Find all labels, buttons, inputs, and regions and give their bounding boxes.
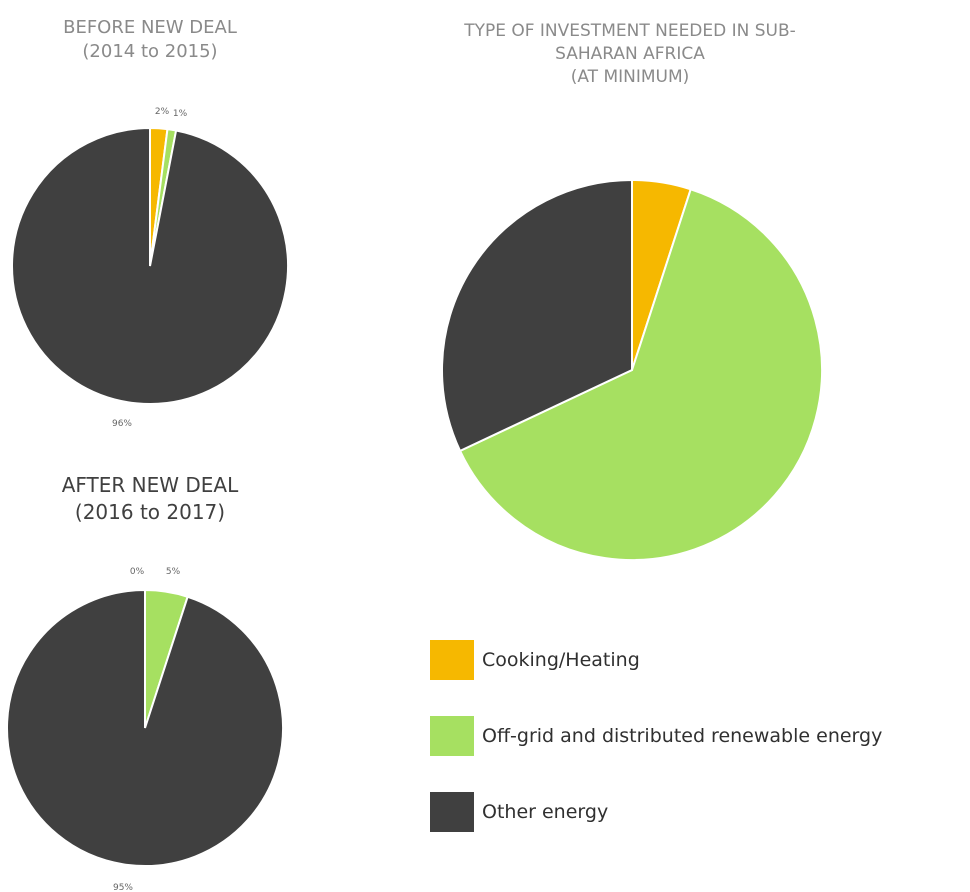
legend-label: Other energy: [482, 801, 609, 823]
legend-item-other: Other energy: [430, 792, 882, 832]
title-line: (2016 to 2017): [74, 500, 226, 524]
title-line: SAHARAN AFRICA: [555, 43, 705, 64]
pie-data-label: 2%: [155, 107, 170, 117]
legend-label: Off-grid and distributed renewable energ…: [482, 725, 883, 747]
legend-swatch-other: [430, 792, 474, 832]
legend-swatch-cooking: [430, 640, 474, 680]
legend: Cooking/Heating Off-grid and distributed…: [430, 640, 882, 868]
title-line: TYPE OF INVESTMENT NEEDED IN SUB-: [464, 21, 796, 41]
legend-swatch-offgrid: [430, 716, 474, 756]
chart-title-after: AFTER NEW DEAL (2016 to 2017): [10, 472, 290, 526]
pie-data-label: 96%: [112, 419, 132, 429]
slice-other: [11, 126, 289, 405]
legend-item-cooking: Cooking/Heating: [430, 640, 882, 680]
chart-title-before: BEFORE NEW DEAL (2014 to 2015): [10, 16, 290, 65]
legend-item-offgrid: Off-grid and distributed renewable energ…: [430, 716, 882, 756]
title-line: (2014 to 2015): [82, 41, 218, 63]
title-line: AFTER NEW DEAL: [61, 473, 239, 497]
title-line: (AT MINIMUM): [570, 66, 690, 87]
chart-title-needed: TYPE OF INVESTMENT NEEDED IN SUB- SAHARA…: [360, 20, 900, 89]
slice-offgrid: [458, 188, 823, 561]
pie-data-label: 0%: [130, 567, 145, 577]
slice-other: [441, 178, 633, 453]
pie-data-label: 1%: [173, 109, 188, 119]
pie-data-label: 5%: [166, 567, 181, 577]
slice-other: [6, 588, 284, 867]
legend-label: Cooking/Heating: [482, 649, 640, 671]
title-line: BEFORE NEW DEAL: [63, 17, 237, 38]
pie-data-label: 95%: [113, 883, 133, 892]
